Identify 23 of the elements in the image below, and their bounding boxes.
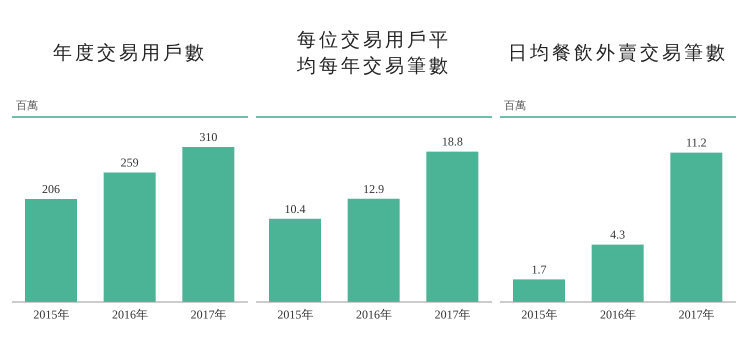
data-label: 12.9 bbox=[363, 182, 384, 196]
data-label: 4.3 bbox=[610, 228, 626, 242]
data-label: 11.2 bbox=[686, 136, 707, 150]
y-axis-title: 百萬 bbox=[503, 99, 527, 114]
x-tick-label: 2017年 bbox=[190, 308, 227, 322]
chart-title: 日均餐飲外賣交易筆數 bbox=[508, 41, 728, 66]
x-tick-label: 2015年 bbox=[277, 308, 314, 322]
data-label: 310 bbox=[199, 130, 218, 144]
x-tick-label: 2016年 bbox=[112, 308, 148, 322]
data-label: 259 bbox=[120, 156, 139, 170]
x-tick-label: 2017年 bbox=[678, 308, 715, 322]
x-tick-label: 2016年 bbox=[600, 308, 636, 322]
chart-title: 每位交易用戶平均每年交易筆數 bbox=[296, 28, 452, 79]
data-label: 18.8 bbox=[442, 134, 463, 149]
data-label: 10.4 bbox=[284, 202, 306, 216]
chart-title: 年度交易用戶數 bbox=[53, 41, 207, 66]
x-tick-label: 2015年 bbox=[521, 308, 558, 322]
y-axis-title: 百萬 bbox=[15, 99, 39, 114]
data-label: 206 bbox=[42, 182, 60, 196]
x-tick-label: 2016年 bbox=[356, 308, 392, 322]
x-tick-label: 2017年 bbox=[434, 308, 471, 322]
data-label: 1.7 bbox=[532, 262, 546, 276]
x-tick-label: 2015年 bbox=[33, 308, 70, 322]
